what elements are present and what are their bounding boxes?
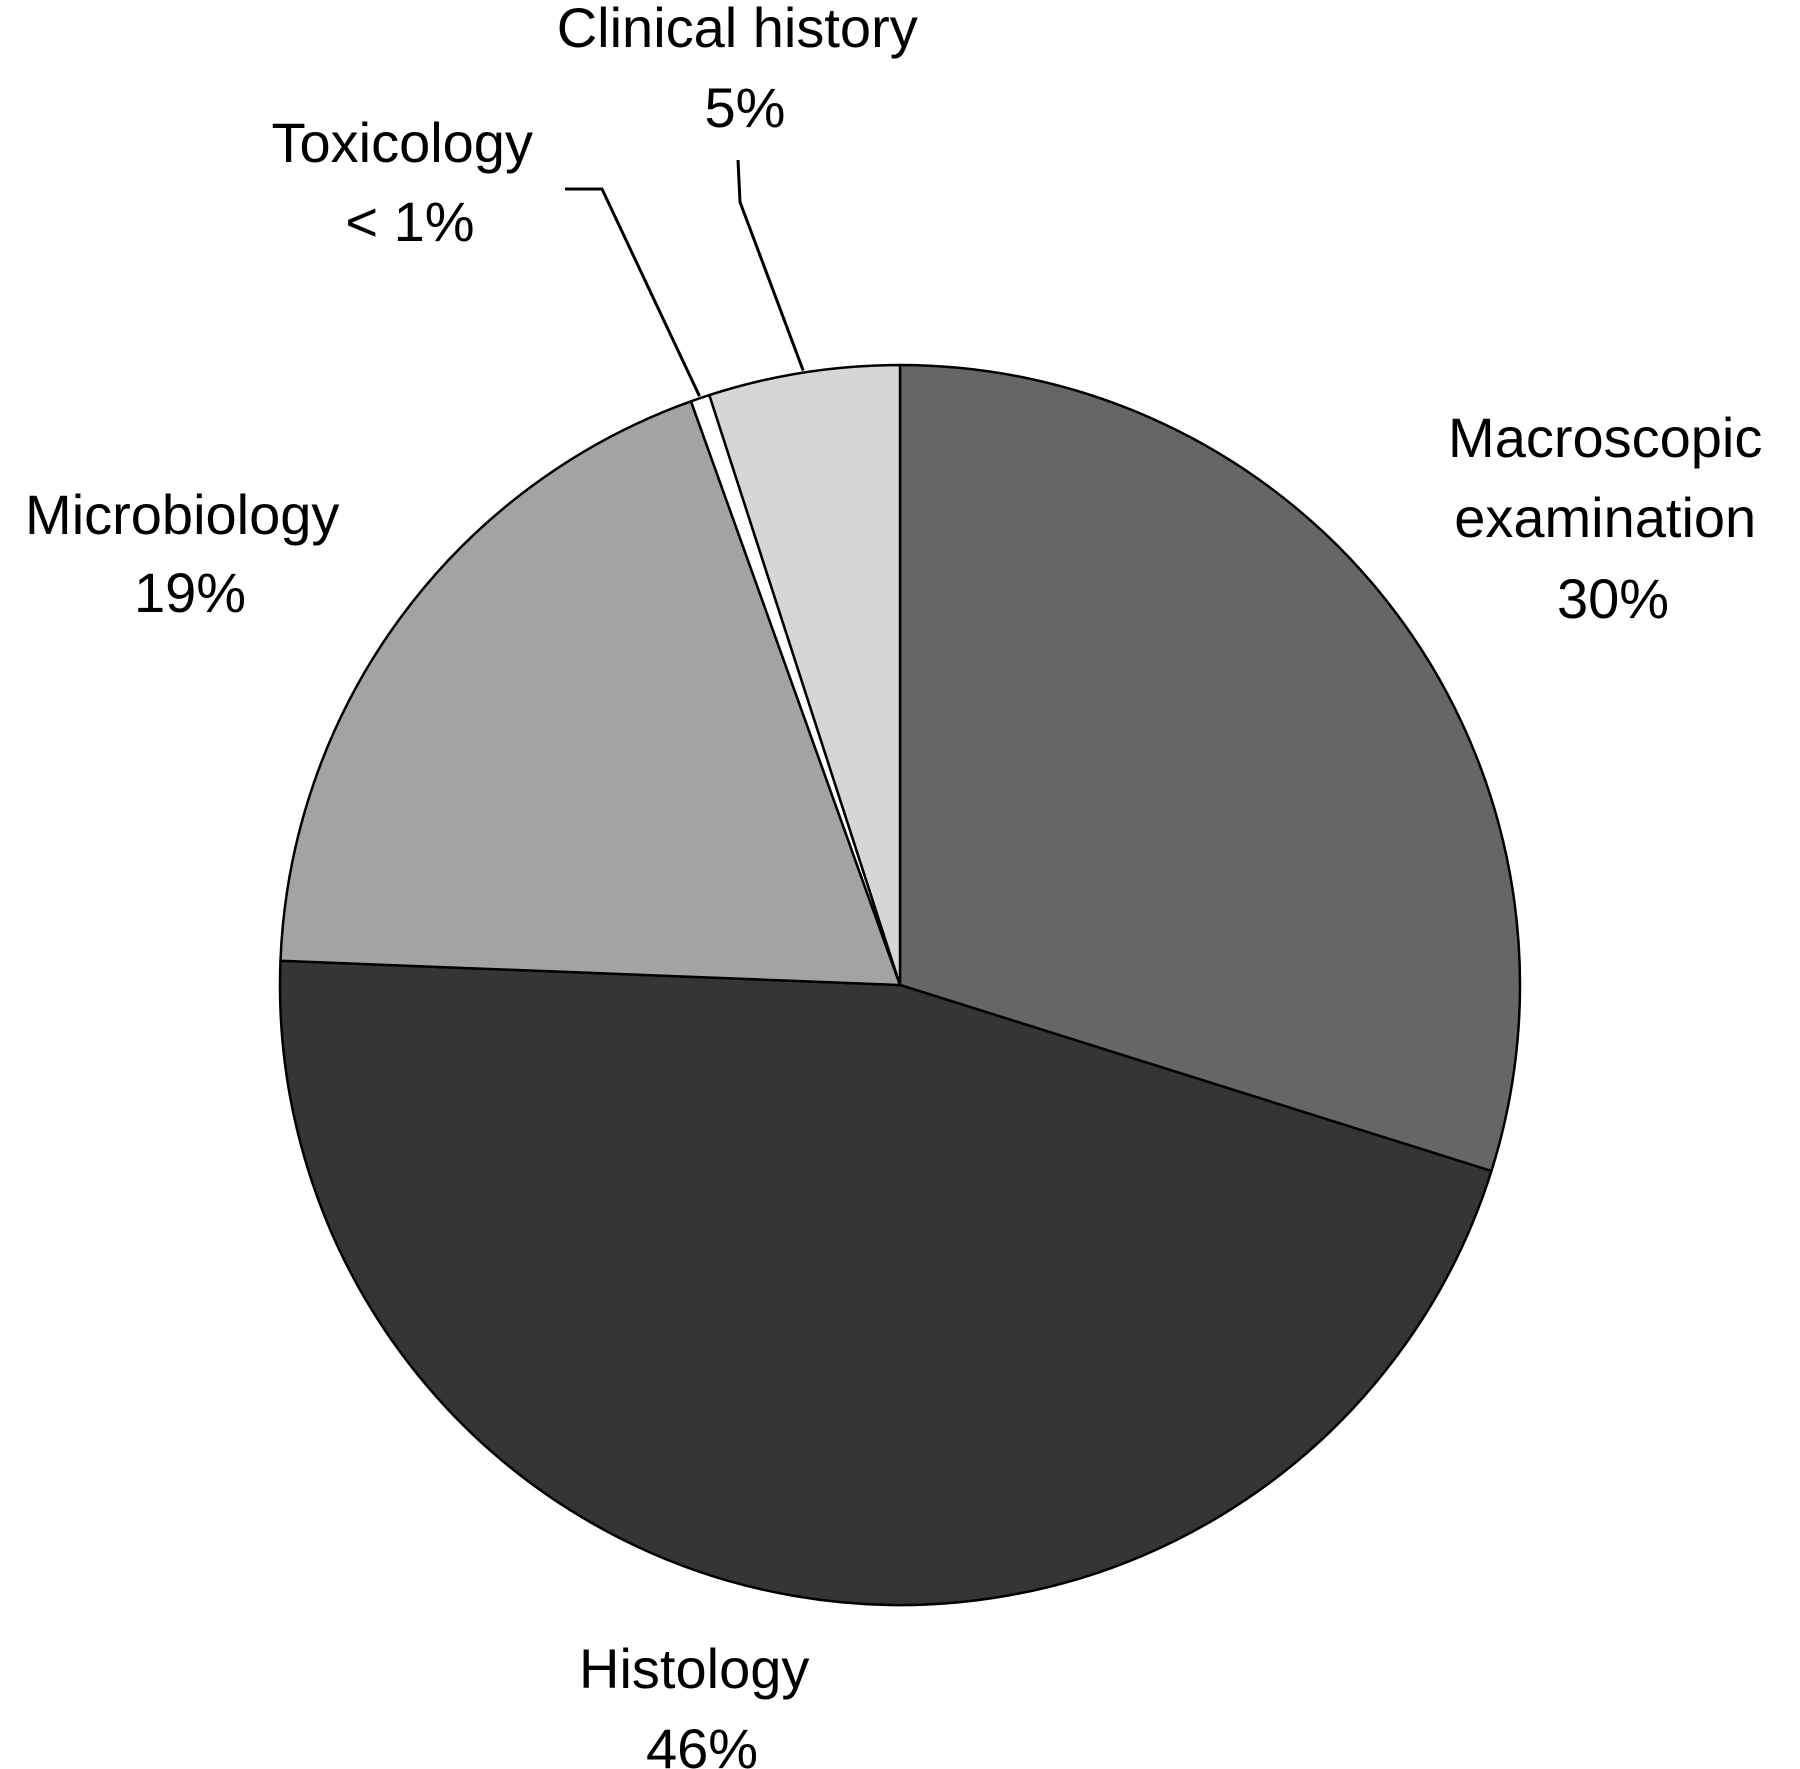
leader-line-toxicology: [565, 187, 701, 397]
slice-label-clinical-history-line1: Clinical history: [557, 0, 918, 59]
slice-label-macroscopic-line1: Macroscopic: [1448, 406, 1762, 469]
pie-slices: [278, 363, 1522, 1607]
slice-label-histology: Histology 46%: [579, 1637, 825, 1769]
slice-label-macroscopic: Macroscopic examination 30%: [1448, 406, 1778, 630]
slice-label-macroscopic-line2: examination: [1454, 486, 1756, 549]
slice-label-microbiology-line1: Microbiology: [25, 483, 339, 546]
slice-label-microbiology: Microbiology 19%: [25, 483, 355, 624]
leader-lines: [565, 159, 805, 397]
slice-label-toxicology: Toxicology < 1%: [271, 111, 548, 253]
slice-value-microbiology: 19%: [134, 561, 246, 624]
slice-label-histology-line1: Histology: [579, 1637, 809, 1700]
slice-value-toxicology: < 1%: [345, 190, 474, 253]
slice-value-histology: 46%: [646, 1717, 758, 1769]
leader-line-clinical-history: [736, 159, 805, 372]
pie-slice-clinical-history: [708, 363, 902, 987]
slice-value-macroscopic: 30%: [1557, 567, 1669, 630]
slice-value-clinical-history: 5%: [705, 76, 786, 139]
pie-slice-microbiology: [279, 400, 902, 987]
pie-slice-macroscopic-examination: [898, 363, 1522, 1173]
slice-label-clinical-history: Clinical history 5%: [557, 0, 934, 139]
slice-label-toxicology-line1: Toxicology: [271, 111, 532, 174]
pie-slice-histology: [278, 959, 1493, 1607]
